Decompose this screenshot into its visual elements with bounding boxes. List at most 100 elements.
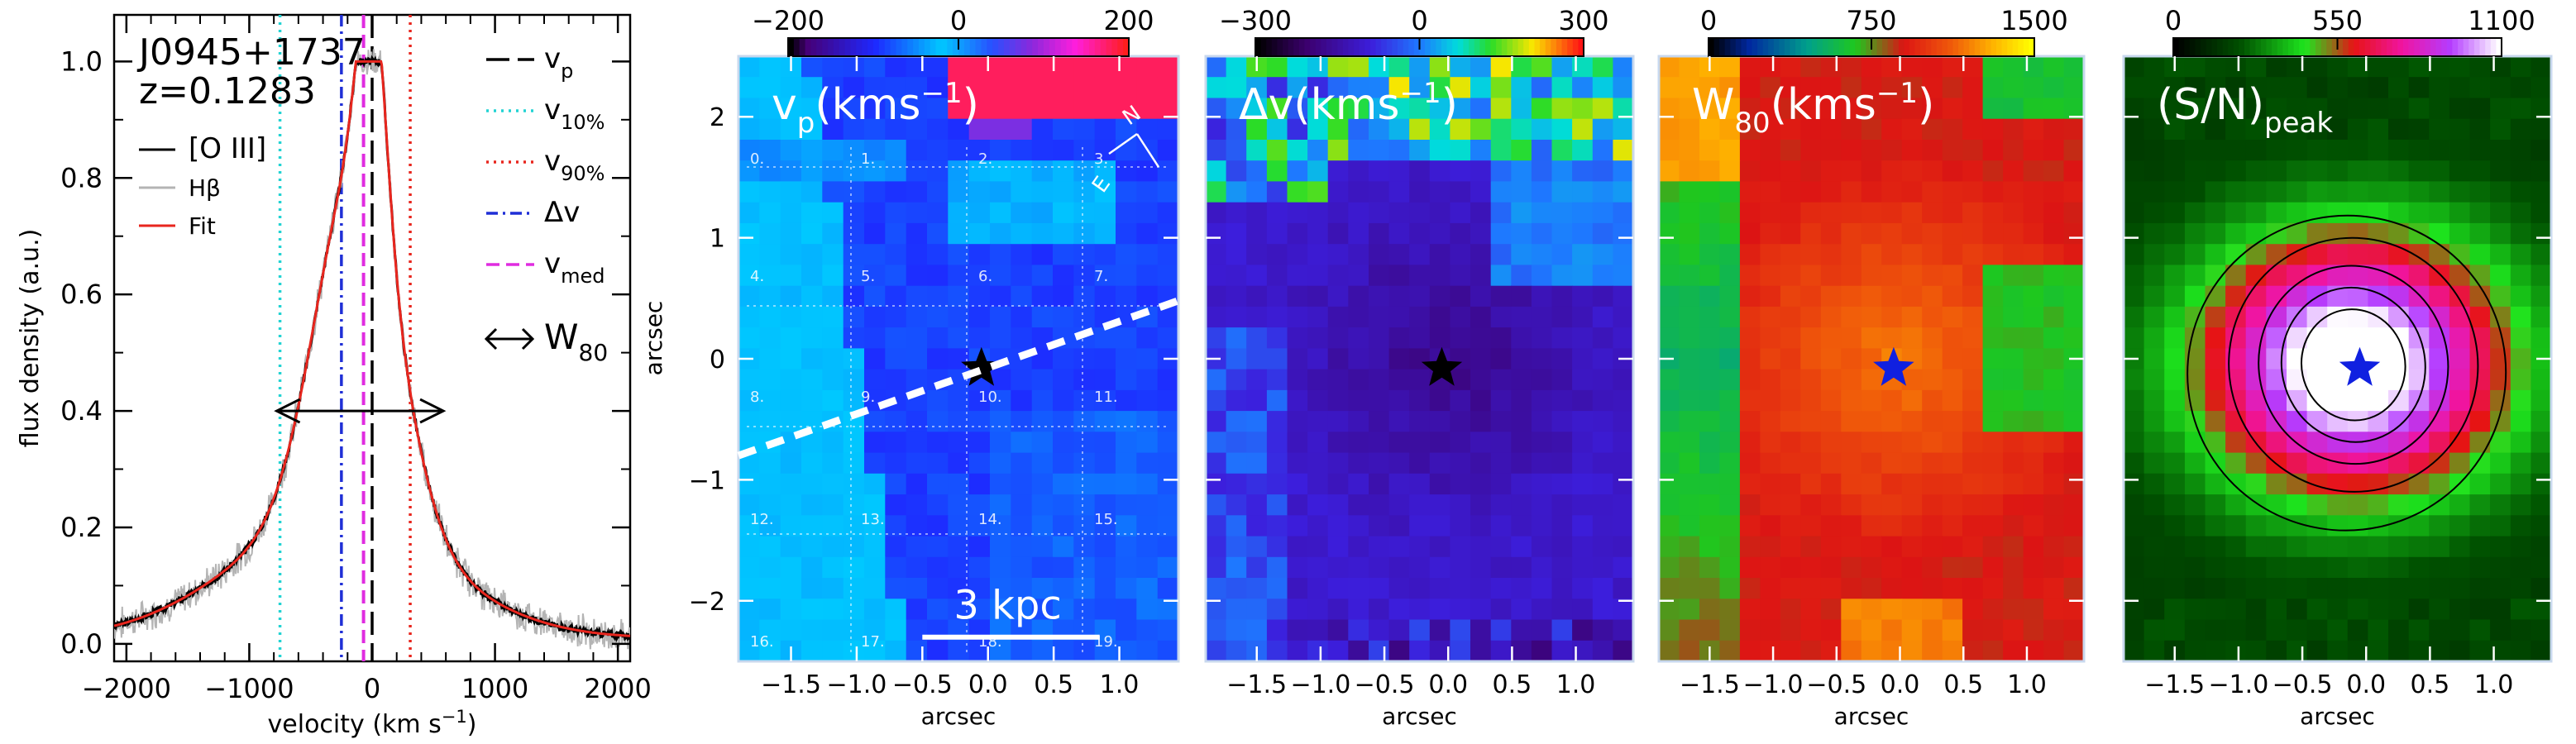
map-pixel <box>1307 473 1329 495</box>
map-pixel <box>2531 556 2552 579</box>
map-pixel <box>1901 619 1923 641</box>
map-pixel <box>1659 556 1680 579</box>
map-pixel <box>1136 432 1159 454</box>
colorbar-step <box>1060 38 1068 56</box>
map-pixel <box>1881 285 1903 308</box>
map-pixel <box>864 578 886 599</box>
map-pixel <box>1531 619 1553 641</box>
map-pixel <box>1679 140 1700 161</box>
map-pixel <box>1861 244 1882 265</box>
map-pixel <box>1388 265 1410 287</box>
map-pixel <box>1572 98 1594 120</box>
map-pixel <box>1699 327 1721 349</box>
map-pixel <box>2327 118 2349 141</box>
map-pixel <box>2287 494 2308 516</box>
map-pixel <box>1982 285 2004 308</box>
map-pixel <box>2531 181 2552 203</box>
map-pixel <box>2023 118 2044 141</box>
map-pixel <box>1592 265 1613 287</box>
map-pixel <box>1157 640 1179 662</box>
map-pixel <box>1307 619 1329 641</box>
map-pixel <box>738 244 760 265</box>
map-pixel <box>1820 348 1842 370</box>
map-pixel <box>1613 411 1634 432</box>
map-pixel <box>801 244 823 265</box>
map-pixel <box>1679 77 1700 98</box>
map-pixel <box>1861 432 1882 454</box>
map-pixel <box>1327 98 1349 120</box>
map-pixel <box>1531 452 1553 475</box>
map-pixel <box>1861 77 1882 98</box>
map-pixel <box>2287 181 2308 203</box>
map-pixel <box>1369 556 1390 579</box>
map-pixel <box>1011 265 1033 287</box>
map-pixel <box>2490 77 2511 98</box>
colorbar-step <box>2425 38 2431 56</box>
map-pixel <box>2306 369 2328 391</box>
map-pixel <box>2003 244 2024 265</box>
map-pixel <box>1679 640 1700 662</box>
map-pixel <box>2490 160 2511 182</box>
map-pixel <box>1266 77 1288 98</box>
map-pixel <box>2225 494 2247 516</box>
map-pixel <box>1942 473 1963 495</box>
map-pixel <box>2023 599 2044 621</box>
map-pixel <box>1679 556 1700 579</box>
y-tick-label: 0.8 <box>60 162 103 193</box>
map-pixel <box>2143 389 2165 412</box>
map-pixel <box>1820 640 1842 662</box>
map-pixel <box>1861 389 1882 412</box>
map-pixel <box>1719 556 1741 579</box>
map-xlabel: arcsec <box>921 703 996 730</box>
map-pixel <box>738 160 760 182</box>
map-pixel <box>2266 222 2287 245</box>
map-pixel <box>1369 98 1390 120</box>
map-pixel <box>1470 578 1492 599</box>
map-pixel <box>2205 432 2226 454</box>
map-pixel <box>2063 265 2085 287</box>
map-pixel <box>2449 556 2471 579</box>
map-pixel <box>1348 494 1369 516</box>
map-pixel <box>1287 432 1308 454</box>
map-pixel <box>1409 432 1431 454</box>
x-tick-label: −2000 <box>82 673 171 704</box>
map-pixel <box>1592 619 1613 641</box>
map-pixel <box>1861 369 1882 391</box>
map-pixel <box>948 285 970 308</box>
map-pixel <box>2449 160 2471 182</box>
map-pixel <box>1800 411 1822 432</box>
map-pixel <box>2124 536 2145 558</box>
map-pixel <box>1942 494 1963 516</box>
map-pixel <box>2347 222 2368 245</box>
map-pixel <box>1841 411 1862 432</box>
legend-label-sub: 10% <box>561 111 605 134</box>
map-pixel <box>968 515 991 537</box>
map-pixel <box>1053 265 1074 287</box>
map-pixel <box>1266 56 1288 78</box>
map-pixel <box>1679 327 1700 349</box>
map-pixel <box>2164 140 2186 161</box>
map-pixel <box>1659 160 1680 182</box>
map-pixel <box>1369 181 1390 203</box>
map-pixel <box>1780 327 1801 349</box>
map-pixel <box>990 389 1011 412</box>
map-pixel <box>1901 181 1923 203</box>
map-pixel <box>2388 494 2410 516</box>
map-pixel <box>2490 222 2511 245</box>
colorbar-step <box>1991 38 1997 56</box>
map-pixel <box>1699 432 1721 454</box>
map-y-tick-label: 0 <box>710 346 725 374</box>
map-pixel <box>1820 77 1842 98</box>
map-pixel <box>1511 140 1532 161</box>
map-pixel <box>1739 369 1761 391</box>
colorbar-step <box>2233 38 2239 56</box>
colorbar-step <box>2310 38 2316 56</box>
map-pixel <box>990 160 1011 182</box>
map-pixel <box>2124 118 2145 141</box>
map-pixel <box>1841 222 1862 245</box>
map-pixel <box>1962 640 1984 662</box>
map-pixel <box>1719 599 1741 621</box>
map-pixel <box>1409 285 1431 308</box>
map-pixel <box>1116 432 1137 454</box>
